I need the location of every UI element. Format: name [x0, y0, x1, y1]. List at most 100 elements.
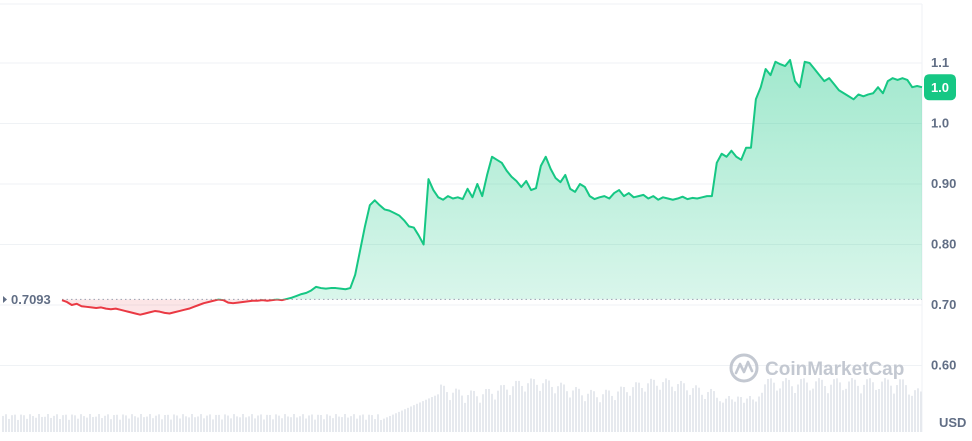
volume-bar: [209, 414, 211, 432]
volume-bar: [659, 389, 661, 432]
volume-bar: [347, 417, 349, 432]
volume-bar: [122, 414, 124, 432]
volume-bar: [836, 378, 838, 432]
volume-bar: [542, 383, 544, 432]
volume-bar: [539, 390, 541, 432]
volume-bar: [305, 418, 307, 432]
volume-bar: [398, 411, 400, 432]
volume-bar: [314, 419, 316, 432]
volume-bar: [587, 393, 589, 432]
volume-bar: [575, 387, 577, 432]
volume-bar: [731, 399, 733, 432]
volume-bar: [476, 396, 478, 432]
volume-bar: [386, 417, 388, 432]
volume-bar: [863, 384, 865, 432]
volume-bar: [590, 389, 592, 432]
volume-bar: [119, 419, 121, 432]
volume-bar: [434, 395, 436, 432]
y-tick-label: 0.80: [931, 237, 956, 252]
volume-bar: [788, 379, 790, 432]
volume-bar: [437, 394, 439, 432]
volume-bar: [527, 383, 529, 432]
volume-bar: [794, 392, 796, 432]
volume-bar: [257, 415, 259, 432]
volume-bar: [68, 419, 70, 432]
volume-bar: [77, 418, 79, 432]
volume-bar: [869, 378, 871, 432]
volume-bar: [371, 415, 373, 432]
volume-bar: [242, 414, 244, 432]
volume-bar: [464, 402, 466, 432]
volume-bar: [194, 417, 196, 432]
volume-bar: [500, 385, 502, 432]
volume-bar: [569, 397, 571, 432]
volume-bar: [521, 385, 523, 432]
volume-bar: [911, 395, 913, 432]
volume-bar: [764, 384, 766, 432]
volume-bar: [62, 415, 64, 432]
volume-bar: [59, 419, 61, 432]
volume-bar: [272, 419, 274, 432]
volume-bar: [401, 410, 403, 432]
volume-bar: [872, 382, 874, 432]
volume-bar: [728, 396, 730, 432]
volume-bar: [362, 414, 364, 432]
volume-bar: [65, 414, 67, 432]
volume-bar: [896, 385, 898, 432]
volume-bar: [380, 420, 382, 432]
volume-bar: [323, 419, 325, 432]
volume-bar: [734, 401, 736, 432]
volume-bar: [143, 417, 145, 432]
volume-bar: [560, 382, 562, 432]
volume-bar: [833, 379, 835, 432]
volume-bar: [680, 380, 682, 432]
volume-bar: [215, 414, 217, 432]
volume-bar: [485, 389, 487, 432]
volume-bar: [164, 414, 166, 432]
volume-bar: [773, 382, 775, 432]
volume-bar: [26, 418, 28, 432]
volume-bar: [140, 414, 142, 432]
volume-bar: [320, 415, 322, 432]
volume-bar: [800, 379, 802, 432]
volume-bar: [779, 388, 781, 432]
volume-bar: [221, 419, 223, 432]
volume-bar: [92, 417, 94, 432]
volume-bar: [155, 415, 157, 432]
volume-bar: [311, 414, 313, 432]
volume-bar: [491, 393, 493, 432]
volume-bar: [335, 414, 337, 432]
volume-bar: [827, 393, 829, 432]
volume-bar: [662, 382, 664, 432]
volume-bar: [113, 415, 115, 432]
volume-bar: [191, 414, 193, 432]
volume-bar: [290, 417, 292, 432]
volume-bar: [443, 385, 445, 432]
volume-bar: [407, 407, 409, 432]
volume-bar: [428, 398, 430, 432]
baseline-value: 0.7093: [11, 292, 51, 307]
volume-bar: [416, 403, 418, 432]
volume-bar: [104, 415, 106, 432]
volume-bar: [302, 414, 304, 432]
volume-bar: [470, 390, 472, 432]
volume-bar: [296, 417, 298, 432]
volume-bar: [284, 414, 286, 432]
volume-bar: [767, 378, 769, 432]
volume-bar: [263, 419, 265, 432]
volume-bar: [806, 382, 808, 432]
volume-bar: [395, 413, 397, 432]
volume-bar: [2, 415, 4, 432]
volume-bar: [545, 379, 547, 432]
price-line-down: [61, 299, 290, 316]
volume-bar: [326, 414, 328, 432]
volume-bar: [152, 418, 154, 432]
volume-bar: [878, 389, 880, 432]
volume-bar: [11, 415, 13, 432]
baseline-caret-icon: [3, 296, 7, 303]
price-area-down: [62, 299, 922, 315]
volume-bar: [884, 378, 886, 432]
currency-unit-label: USD: [939, 415, 966, 430]
